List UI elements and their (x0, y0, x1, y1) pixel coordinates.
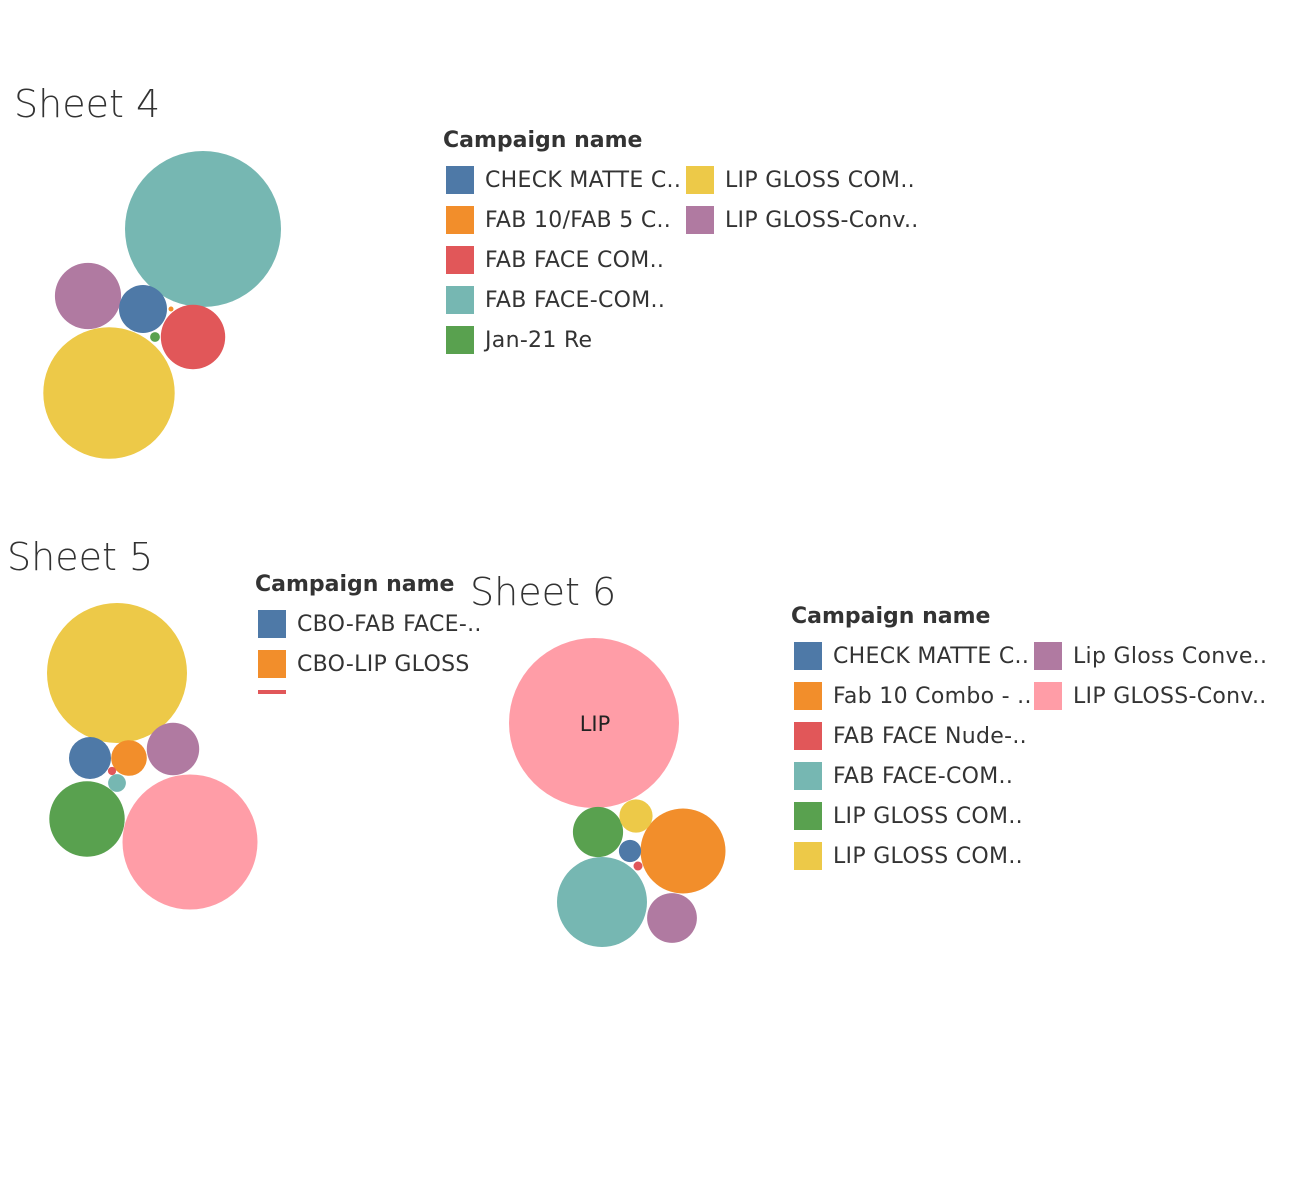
bubble-mark[interactable] (119, 285, 167, 333)
legend-swatch (794, 842, 822, 870)
legend-title: Campaign name (791, 604, 991, 629)
legend-items: CHECK MATTE C.. FAB 10/FAB 5 C.. FAB FACE … (443, 160, 923, 360)
bubble-mark[interactable] (509, 638, 679, 808)
sheet-5: Sheet 5 Campaign name CBO-FAB FACE-.. CBO… (0, 0, 481, 1000)
legend-swatch (686, 166, 714, 194)
bubble-mark[interactable] (640, 808, 726, 894)
bubble-mark[interactable] (150, 332, 160, 342)
legend-swatch (446, 286, 474, 314)
legend-swatch (1034, 682, 1062, 710)
legend-swatch (258, 610, 286, 638)
legend-label: LIP GLOSS COM.. (725, 167, 915, 193)
legend-item[interactable]: LIP GLOSS COM.. (683, 160, 923, 200)
legend-swatch (258, 650, 286, 678)
legend: Campaign name CHECK MATTE C.. Fab 10 Comb… (791, 604, 1271, 876)
legend-label: CBO-FAB FACE-.. (297, 611, 482, 637)
bubble-mark[interactable] (557, 857, 647, 947)
legend-title: Campaign name (255, 572, 455, 597)
legend-swatch (794, 682, 822, 710)
legend-item[interactable]: CHECK MATTE C.. (791, 636, 1029, 676)
bubble-chart (47, 603, 258, 910)
bubble-mark[interactable] (572, 806, 624, 858)
legend-item[interactable]: CHECK MATTE C.. (443, 160, 681, 200)
bubble-mark[interactable] (69, 737, 111, 779)
bubble-mark[interactable] (47, 603, 187, 743)
bubble-mark[interactable] (618, 839, 642, 863)
legend-item[interactable]: CBO-LIP GLOSS (255, 644, 485, 684)
legend-label: LIP GLOSS-Conv.. (725, 207, 919, 233)
sheet-title: Sheet 5 (7, 535, 154, 579)
bubble-mark[interactable] (125, 151, 281, 307)
legend-item[interactable]: Jan-21 Re (443, 320, 673, 360)
legend-label: Fab 10 Combo - .. (833, 683, 1032, 709)
legend-label: CHECK MATTE C.. (485, 167, 682, 193)
legend-item[interactable]: FAB FACE Nude-.. (791, 716, 1027, 756)
legend-item[interactable]: CBO-FAB FACE-.. (255, 604, 485, 644)
bubble-chart (43, 151, 281, 459)
legend-label: CBO-LIP GLOSS (297, 651, 470, 677)
legend-item[interactable]: Lip Gloss Conve.. (1031, 636, 1271, 676)
legend-item[interactable]: FAB 10/FAB 5 C.. (443, 200, 673, 240)
legend-label: Jan-21 Re (485, 327, 593, 353)
legend-swatch (258, 690, 286, 694)
bubble-mark[interactable] (160, 304, 226, 370)
bubble-mark[interactable] (54, 262, 122, 330)
legend-label: FAB FACE COM.. (485, 247, 665, 273)
legend-label: LIP GLOSS-Conv.. (1073, 683, 1267, 709)
bubble-chart: LIP (509, 638, 726, 947)
legend-label: FAB 10/FAB 5 C.. (485, 207, 672, 233)
legend-label: Lip Gloss Conve.. (1073, 643, 1268, 669)
legend-label: FAB FACE-COM.. (833, 763, 1014, 789)
legend: Campaign name CBO-FAB FACE-.. CBO-LIP GLO… (255, 572, 485, 694)
legend-label: FAB FACE-COM.. (485, 287, 666, 313)
legend-item[interactable]: FAB FACE-COM.. (791, 756, 1021, 796)
legend-swatch (794, 642, 822, 670)
bubble-label: LIP (580, 712, 611, 736)
legend-item[interactable]: FAB FACE-COM.. (443, 280, 673, 320)
legend-swatch (686, 206, 714, 234)
legend-swatch (794, 802, 822, 830)
legend-label: LIP GLOSS COM.. (833, 803, 1023, 829)
legend-swatch (446, 166, 474, 194)
legend-swatch (446, 246, 474, 274)
bubble-mark[interactable] (168, 306, 174, 312)
sheet-4: Sheet 4 Campaign name CHECK MATTE C.. FAB… (0, 0, 960, 500)
bubble-mark[interactable] (43, 327, 175, 459)
legend-label: CHECK MATTE C.. (833, 643, 1030, 669)
bubble-mark[interactable] (122, 774, 258, 910)
legend-item[interactable] (255, 684, 485, 694)
legend-item[interactable]: LIP GLOSS-Conv.. (683, 200, 923, 240)
bubble-mark[interactable] (619, 799, 653, 833)
bubble-mark[interactable] (49, 781, 125, 857)
bubble-mark[interactable] (647, 893, 697, 943)
legend-item[interactable]: LIP GLOSS-Conv.. (1031, 676, 1271, 716)
legend-swatch (794, 722, 822, 750)
legend-label: FAB FACE Nude-.. (833, 723, 1027, 749)
bubble-mark[interactable] (107, 766, 117, 776)
legend: Campaign name CHECK MATTE C.. FAB 10/FAB … (443, 128, 923, 360)
legend-items: CHECK MATTE C.. Fab 10 Combo - .. FAB FACE… (791, 636, 1271, 876)
legend-title: Campaign name (443, 128, 643, 153)
legend-item[interactable]: LIP GLOSS COM.. (791, 836, 1023, 876)
sheet-title: Sheet 4 (14, 82, 161, 126)
bubble-mark[interactable] (146, 722, 200, 776)
legend-item[interactable]: FAB FACE COM.. (443, 240, 673, 280)
sheet-title: Sheet 6 (470, 570, 617, 614)
legend-items: CBO-FAB FACE-.. CBO-LIP GLOSS (255, 604, 485, 694)
legend-item[interactable]: LIP GLOSS COM.. (791, 796, 1023, 836)
legend-item[interactable]: Fab 10 Combo - .. (791, 676, 1031, 716)
bubble-mark[interactable] (108, 774, 126, 792)
legend-swatch (446, 206, 474, 234)
bubble-mark[interactable] (111, 740, 147, 776)
legend-swatch (1034, 642, 1062, 670)
legend-swatch (794, 762, 822, 790)
bubble-mark[interactable] (633, 861, 643, 871)
legend-label: LIP GLOSS COM.. (833, 843, 1023, 869)
sheet-6: Sheet 6 LIP Campaign name CHECK MATTE C.… (470, 570, 1271, 947)
legend-swatch (446, 326, 474, 354)
